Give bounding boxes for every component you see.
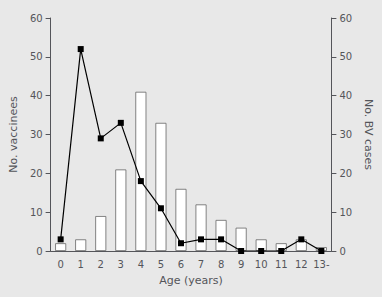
svg-text:10: 10: [30, 207, 43, 218]
svg-text:40: 40: [30, 90, 43, 101]
svg-text:10: 10: [339, 207, 352, 218]
svg-text:50: 50: [339, 51, 352, 62]
svg-text:60: 60: [339, 13, 352, 24]
svg-text:11: 11: [275, 259, 288, 270]
svg-text:5: 5: [158, 259, 164, 270]
svg-text:20: 20: [30, 168, 43, 179]
svg-text:No. vaccinees: No. vaccinees: [7, 96, 20, 173]
svg-text:4: 4: [138, 259, 144, 270]
svg-text:6: 6: [178, 259, 184, 270]
svg-text:30: 30: [339, 129, 352, 140]
svg-text:8: 8: [218, 259, 224, 270]
svg-text:0: 0: [339, 246, 345, 257]
svg-text:1: 1: [78, 259, 84, 270]
svg-text:13-: 13-: [313, 259, 330, 270]
svg-text:3: 3: [118, 259, 124, 270]
svg-text:0: 0: [36, 246, 42, 257]
svg-text:0: 0: [57, 259, 63, 270]
svg-text:20: 20: [339, 168, 352, 179]
svg-text:10: 10: [255, 259, 268, 270]
svg-text:No. BV cases: No. BV cases: [362, 99, 375, 170]
svg-text:40: 40: [339, 90, 352, 101]
svg-text:12: 12: [295, 259, 308, 270]
svg-text:30: 30: [30, 129, 43, 140]
svg-text:9: 9: [238, 259, 244, 270]
svg-text:2: 2: [98, 259, 104, 270]
svg-text:7: 7: [198, 259, 204, 270]
svg-text:Age (years): Age (years): [159, 274, 223, 287]
svg-text:60: 60: [30, 13, 43, 24]
svg-text:50: 50: [30, 51, 43, 62]
